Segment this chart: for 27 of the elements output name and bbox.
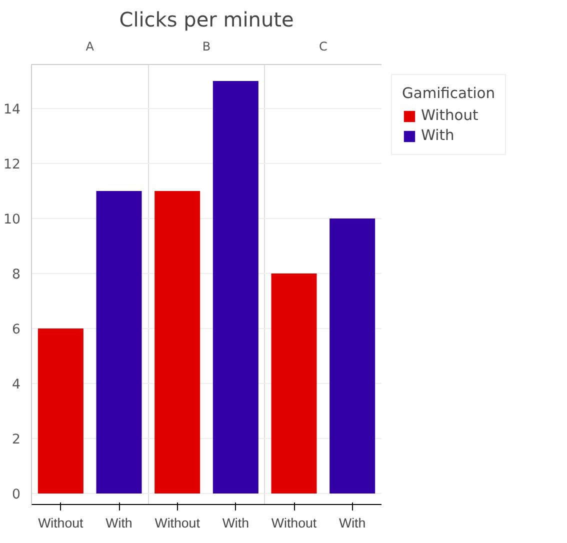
y-tick-label: 14 [4,102,21,118]
text: With [222,516,250,530]
legend-label: Without [421,107,478,124]
bar [330,218,376,494]
text: Without [38,516,84,530]
text: With [106,516,132,530]
legend-label: With [421,127,454,144]
bar [271,274,317,494]
chart-title: Clicks per minute [119,8,294,32]
bar [38,328,84,494]
y-tick-label: 12 [4,158,21,172]
legend-title: Gamification [402,85,496,102]
y-tick-label: 0 [12,488,21,502]
bar [96,191,142,494]
bar [212,81,258,494]
y-tick-label: 4 [12,378,21,392]
text: Without [154,516,200,530]
bar [154,191,200,494]
text: With [339,516,366,530]
y-tick-label: 10 [4,212,21,228]
y-tick-label: 6 [12,322,21,338]
text: Without [271,516,317,530]
y-tick-label: 2 [12,432,21,448]
x-tick-label: B [202,40,211,54]
x-tick-label: A [86,40,95,54]
x-tick-label: C [318,40,328,54]
y-tick-label: 8 [12,268,21,282]
